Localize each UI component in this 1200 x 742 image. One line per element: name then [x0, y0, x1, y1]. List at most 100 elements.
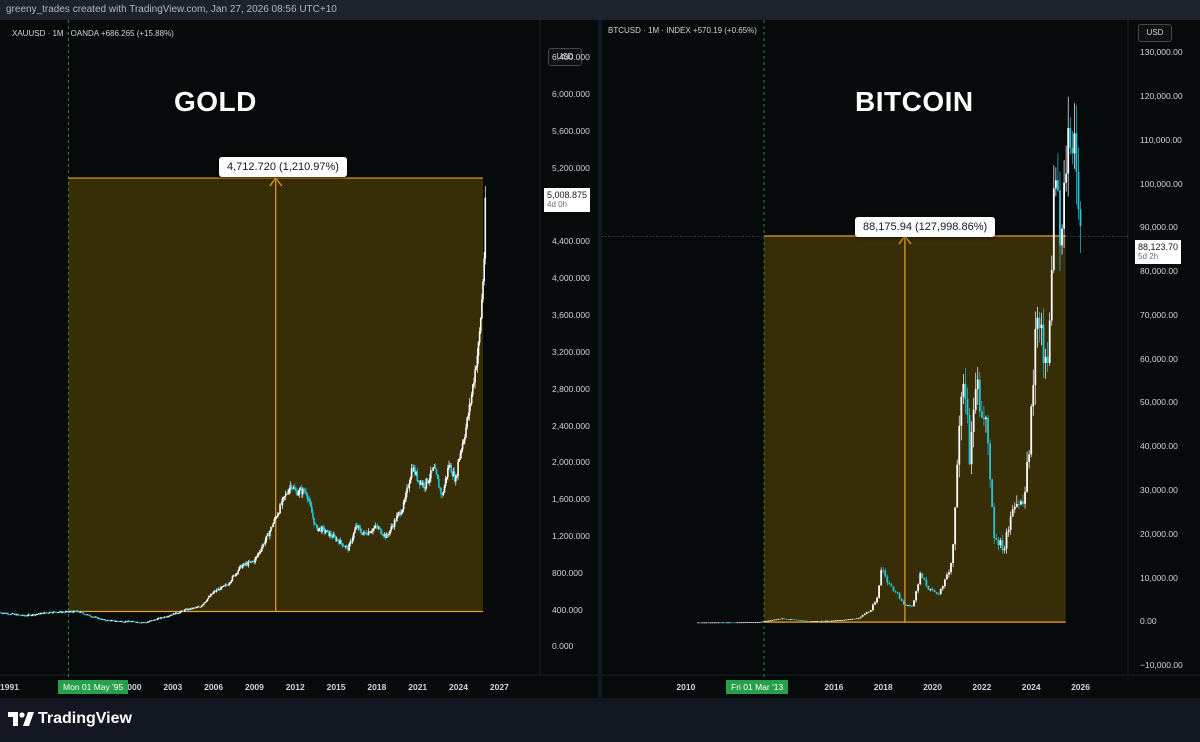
gold-currency-button[interactable]: USD: [548, 48, 582, 66]
gold-candle: [44, 612, 47, 614]
gold-measure-arrowhead: [269, 177, 283, 187]
bitcoin-candle: [978, 379, 981, 412]
bitcoin-candle: [1015, 504, 1018, 507]
gold-candle: [49, 611, 51, 613]
bitcoin-candle: [1079, 209, 1082, 226]
gold-candle: [423, 482, 425, 489]
bitcoin-candle: [1046, 356, 1049, 363]
gold-y-tick-label: 800.000: [552, 567, 583, 578]
gold-candle: [46, 612, 49, 614]
bitcoin-symbol-line[interactable]: BTCUSD · 1M · INDEX +570.19 (+0.65%): [608, 26, 757, 35]
gold-candle: [292, 487, 295, 489]
gold-candle: [74, 610, 76, 612]
bitcoin-candle: [855, 618, 858, 620]
gold-candle: [7, 613, 9, 615]
bitcoin-candle: [752, 622, 755, 623]
gold-candle: [102, 619, 104, 620]
gold-candle: [104, 619, 107, 621]
gold-candle: [101, 619, 103, 620]
gold-candle: [199, 606, 202, 608]
gold-candle: [109, 620, 111, 622]
gold-candle: [182, 610, 185, 612]
gold-candle: [257, 552, 260, 556]
gold-candle: [117, 620, 119, 622]
gold-candle: [422, 482, 424, 485]
bitcoin-candle: [763, 621, 765, 623]
gold-candle: [379, 527, 381, 529]
bitcoin-candle: [787, 619, 790, 620]
gold-candle: [354, 529, 356, 533]
gold-candle: [278, 513, 280, 515]
gold-x-tick-label: 1991: [0, 682, 19, 692]
gold-candle: [383, 533, 386, 536]
bitcoin-candle: [771, 620, 774, 622]
gold-x-tick-label: 2021: [408, 682, 428, 692]
gold-candle: [154, 619, 157, 621]
bitcoin-candle: [748, 622, 751, 623]
bitcoin-currency-button[interactable]: USD: [1138, 24, 1172, 42]
gold-y-tick-label: 3,200.000: [552, 346, 590, 357]
gold-candle: [384, 533, 387, 539]
gold-candle: [273, 518, 276, 524]
gold-candle: [163, 616, 166, 618]
gold-candle: [392, 526, 395, 527]
gold-candle: [410, 468, 413, 478]
gold-candle: [160, 617, 162, 619]
gold-symbol-line[interactable]: XAUUSD · 1M · OANDA +686.265 (+15.88%): [12, 29, 174, 38]
gold-candle: [177, 613, 179, 614]
gold-plot[interactable]: [0, 20, 598, 698]
gold-candle: [312, 512, 314, 518]
gold-candle: [311, 506, 313, 513]
gold-candle: [256, 555, 259, 557]
gold-candle: [280, 504, 282, 506]
gold-candle: [296, 490, 298, 496]
gold-chart-panel[interactable]: XAUUSD · 1M · OANDA +686.265 (+15.88%) U…: [0, 20, 598, 698]
bitcoin-candle: [1007, 530, 1010, 533]
gold-candle: [81, 612, 84, 614]
bitcoin-bar-timer: 5d 2h: [1138, 252, 1159, 261]
gold-candle: [322, 526, 324, 528]
gold-candle: [401, 509, 404, 513]
gold-last-price: 5,008.875: [547, 190, 588, 200]
gold-candle: [304, 491, 306, 493]
gold-y-tick-label: 5,600.000: [552, 126, 590, 137]
gold-candle: [203, 602, 205, 605]
bitcoin-candle: [726, 622, 728, 624]
gold-candle: [97, 618, 100, 619]
bitcoin-candle: [874, 602, 876, 605]
gold-candle: [289, 485, 292, 490]
bitcoin-candle: [941, 586, 944, 589]
gold-candle: [157, 617, 160, 619]
gold-candle: [122, 621, 125, 623]
gold-candle: [4, 612, 7, 614]
gold-candle: [33, 614, 35, 616]
bitcoin-candle: [1032, 385, 1035, 407]
bitcoin-candle: [985, 417, 987, 420]
bitcoin-candle: [730, 622, 732, 624]
bitcoin-candle: [835, 620, 837, 622]
tradingview-logo[interactable]: TradingView: [8, 710, 132, 728]
gold-candle: [306, 493, 309, 499]
bitcoin-y-tick-label: 20,000.00: [1140, 528, 1178, 539]
gold-candle: [287, 493, 289, 495]
bitcoin-candle: [701, 622, 704, 624]
gold-candle: [358, 525, 361, 528]
gold-candle: [382, 534, 385, 536]
gold-candle: [436, 474, 439, 479]
bitcoin-candle: [948, 572, 950, 575]
bitcoin-plot[interactable]: [602, 20, 1200, 698]
gold-candle: [375, 525, 378, 527]
gold-candle: [456, 475, 458, 477]
gold-candle: [68, 611, 70, 613]
bitcoin-candle: [962, 383, 965, 397]
bitcoin-candle: [900, 598, 903, 601]
gold-candle: [2, 613, 5, 614]
gold-candle: [360, 531, 363, 535]
bitcoin-chart-panel[interactable]: BTCUSD · 1M · INDEX +570.19 (+0.65%) USD…: [602, 20, 1200, 698]
bitcoin-candle: [913, 600, 915, 607]
gold-candle: [461, 443, 464, 450]
footer: TradingView: [0, 698, 1200, 742]
bitcoin-x-tick-label: 2026: [1071, 682, 1090, 692]
gold-candle: [8, 614, 10, 616]
gold-candle: [143, 622, 145, 624]
